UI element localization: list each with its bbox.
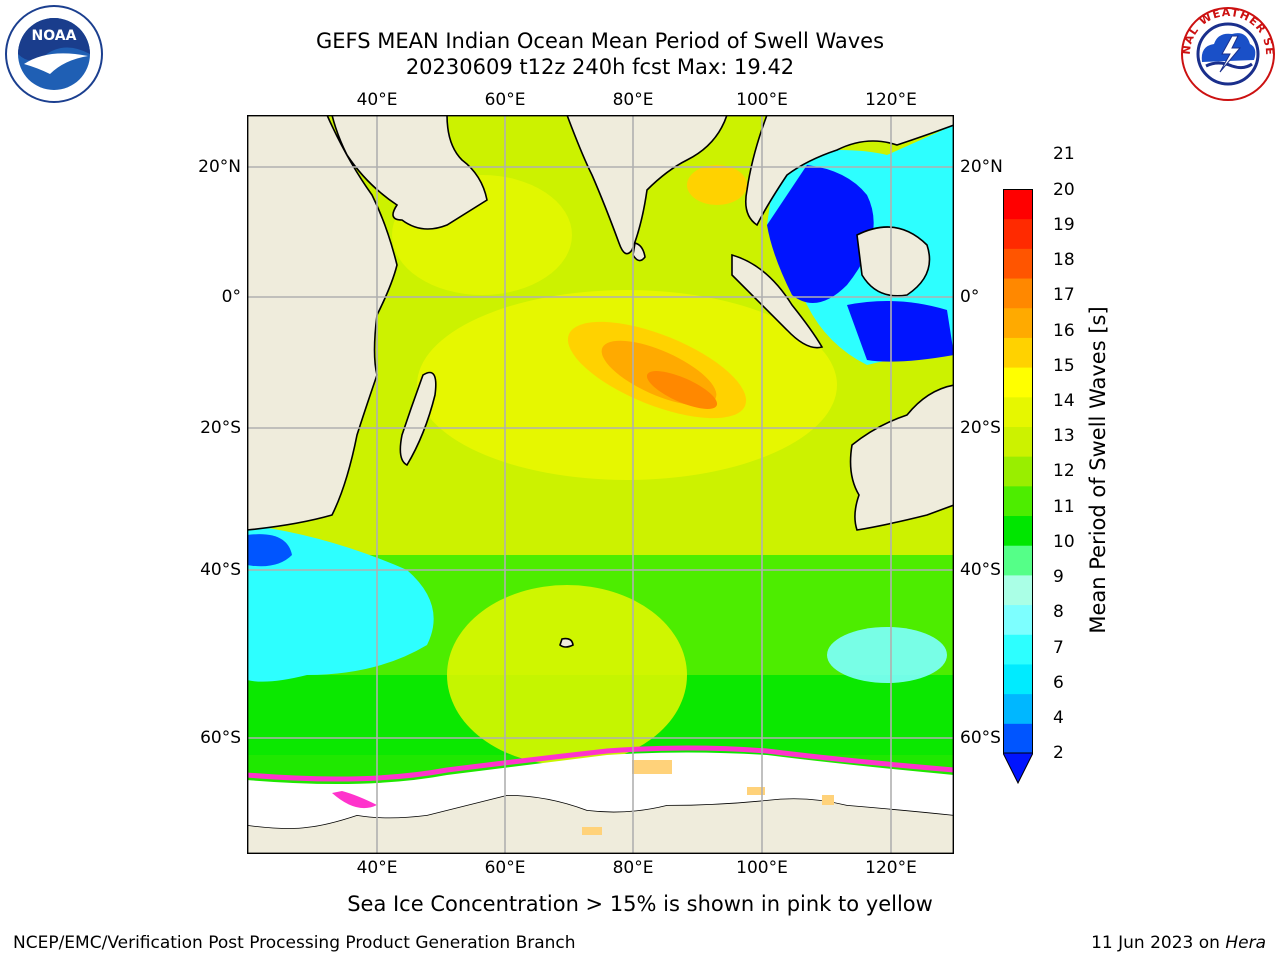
lat-tick-right-2: 0° [960,287,980,307]
lon-tick-bottom-3: 80°E [612,858,654,878]
colorbar-tick-7: 7 [1053,638,1064,658]
lat-tick-right-4: 40°S [960,560,1001,580]
colorbar-segment [1003,663,1033,695]
colorbar-segment [1003,396,1033,427]
sw-cyan-region [247,525,434,682]
lat-tick-left-3: 20°S [200,418,241,438]
colorbar-tick-8: 8 [1053,602,1064,622]
swell-period-map [247,115,954,854]
colorbar-segment [1003,367,1033,398]
land-masses [247,115,954,854]
map-title: GEFS MEAN Indian Ocean Mean Period of Sw… [315,29,885,53]
colorbar-segment [1003,189,1033,220]
lat-tick-right-1: 20°N [960,157,1003,177]
colorbar-tick-17: 17 [1053,285,1075,305]
footer-credit: NCEP/EMC/Verification Post Processing Pr… [13,933,576,953]
map-subtitle: 20230609 t12z 240h fcst Max: 19.42 [405,55,795,79]
java-sea-blue [847,301,954,362]
east-cyan-patch [827,627,947,683]
colorbar [1003,189,1033,784]
colorbar-graphic [1003,189,1033,784]
colorbar-segment [1003,278,1033,309]
graticule [247,115,954,854]
nws-logo: NATIONAL WEATHER SERVICE [1178,6,1278,102]
lon-tick-top-4: 100°E [736,90,788,110]
colorbar-segment [1003,218,1033,249]
colorbar-tick-4: 4 [1053,708,1064,728]
swell-max-peak [646,371,718,409]
colorbar-frame [1003,189,1033,754]
lat-tick-right-5: 60°S [960,728,1001,748]
colorbar-segment [1003,337,1033,368]
lon-tick-bottom-2: 60°E [484,858,526,878]
lat-tick-left-4: 40°S [200,560,241,580]
lon-tick-bottom-1: 40°E [356,858,398,878]
colorbar-segment [1003,307,1033,338]
colorbar-tick-9: 9 [1053,567,1064,587]
lon-tick-top-1: 40°E [356,90,398,110]
colorbar-label: Mean Period of Swell Waves [s] [1086,306,1110,634]
lat-tick-left-2: 0° [221,287,241,307]
sea-ice-caption: Sea Ice Concentration > 15% is shown in … [347,892,933,916]
colorbar-segment [1003,693,1033,724]
colorbar-tick-6: 6 [1053,673,1064,693]
sea-ice-pink-patch [332,791,377,809]
sea-ice-yellow-patches [582,760,834,835]
bay-of-bengal-patch [687,165,747,205]
colorbar-segment [1003,604,1033,635]
colorbar-tick-20: 20 [1053,180,1075,200]
colorbar-segment [1003,515,1033,546]
sea-ice-zone [247,752,954,829]
map-frame [247,115,954,854]
south-china-sea-blue [767,165,874,303]
colorbar-tick-16: 16 [1053,321,1075,341]
footer-date: 11 Jun 2023 on Hera [1091,933,1266,953]
colorbar-tick-21: 21 [1053,144,1075,164]
colorbar-segment [1003,426,1033,457]
sea-ice-edge-pink [247,745,954,782]
colorbar-tick-10: 10 [1053,532,1075,552]
noaa-logo-text: NOAA [32,28,77,44]
lat-tick-left-1: 20°N [198,157,241,177]
south-yellow-zone [447,585,687,765]
colorbar-tick-13: 13 [1053,426,1075,446]
lon-tick-top-2: 60°E [484,90,526,110]
colorbar-segment [1003,485,1033,517]
colorbar-tick-18: 18 [1053,250,1075,270]
colorbar-tick-14: 14 [1053,391,1075,411]
lon-tick-top-3: 80°E [612,90,654,110]
colorbar-tick-15: 15 [1053,356,1075,376]
colorbar-tick-2: 2 [1053,743,1064,763]
lon-tick-bottom-5: 120°E [865,858,917,878]
sw-blue-patch [247,534,292,567]
colorbar-segment [1003,634,1033,665]
colorbar-segment [1003,545,1033,576]
colorbar-tick-19: 19 [1053,215,1075,235]
colorbar-segment [1003,248,1033,279]
lat-tick-left-5: 60°S [200,728,241,748]
footer-host: Hera [1225,933,1266,953]
colorbar-extend-arrow [1003,752,1033,784]
footer-date-text: 11 Jun 2023 on [1091,933,1226,953]
colorbar-tick-12: 12 [1053,461,1075,481]
lon-tick-bottom-4: 100°E [736,858,788,878]
colorbar-segment [1003,723,1033,754]
lat-tick-right-3: 20°S [960,418,1001,438]
colorbar-tick-11: 11 [1053,497,1075,517]
colorbar-segment [1003,574,1033,606]
noaa-logo: NOAA [4,4,104,104]
colorbar-segment [1003,456,1033,487]
map-panel [247,115,954,854]
lon-tick-top-5: 120°E [865,90,917,110]
